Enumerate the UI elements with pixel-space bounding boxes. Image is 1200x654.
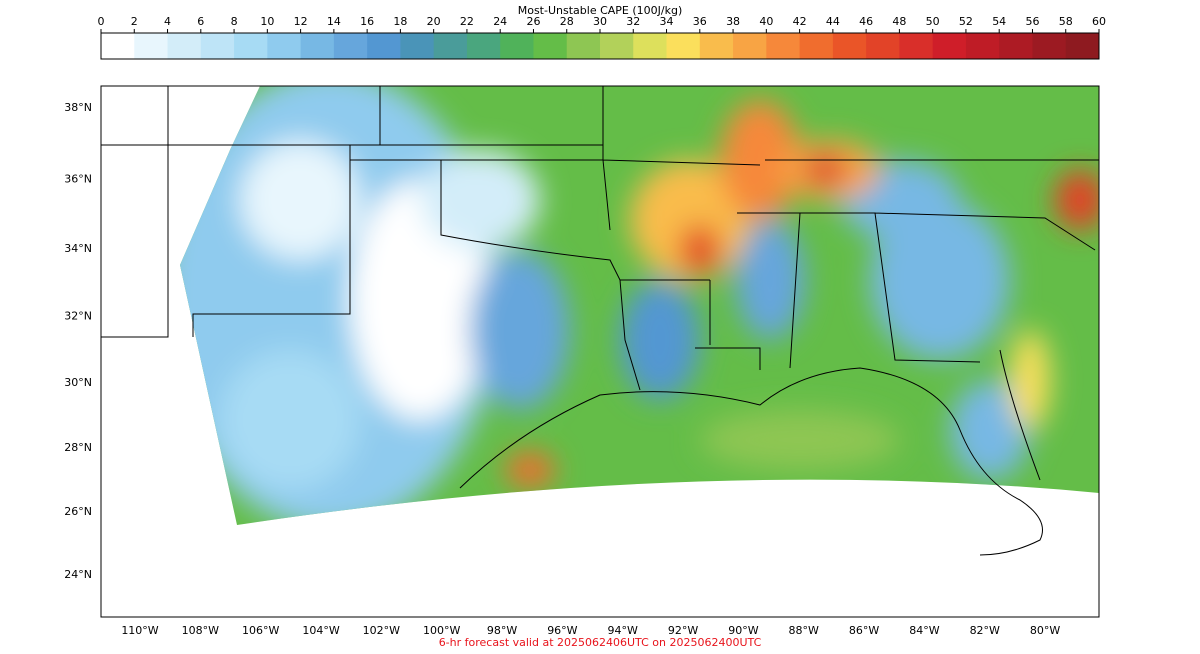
- colorbar-tick-label: 36: [693, 15, 707, 28]
- colorbar-bin: [367, 33, 401, 59]
- colorbar-bin: [101, 33, 135, 59]
- lat-label: 24°N: [64, 568, 92, 581]
- lon-label: 84°W: [909, 624, 939, 637]
- lon-label: 102°W: [363, 624, 400, 637]
- colorbar-bin: [733, 33, 767, 59]
- colorbar-tick-label: 28: [560, 15, 574, 28]
- map-field: [180, 86, 1099, 525]
- colorbar-tick-label: 56: [1025, 15, 1039, 28]
- lon-label: 88°W: [789, 624, 819, 637]
- colorbar-tick-label: 22: [460, 15, 474, 28]
- colorbar-tick-label: 54: [992, 15, 1006, 28]
- colorbar-bin: [766, 33, 801, 59]
- colorbar-tick-label: 0: [98, 15, 105, 28]
- lat-label: 32°N: [64, 310, 92, 323]
- colorbar-bin: [1032, 33, 1067, 59]
- colorbar-bin: [234, 33, 268, 59]
- colorbar-tick-label: 42: [793, 15, 807, 28]
- colorbar-bin: [134, 33, 169, 59]
- colorbar-bin: [466, 33, 501, 59]
- colorbar-bin: [965, 33, 1000, 59]
- colorbar-tick-label: 58: [1059, 15, 1073, 28]
- colorbar-bin: [500, 33, 534, 59]
- lon-label: 108°W: [182, 624, 219, 637]
- colorbar-tick-label: 18: [393, 15, 407, 28]
- state-lines: [101, 86, 1099, 391]
- colorbar-tick-label: 14: [327, 15, 341, 28]
- colorbar-tick-label: 52: [959, 15, 973, 28]
- borders: [101, 86, 1099, 556]
- colorbar-tick-label: 32: [626, 15, 640, 28]
- caption: 6-hr forecast valid at 2025062406UTC on …: [439, 636, 762, 649]
- lon-label: 106°W: [242, 624, 279, 637]
- colorbar-bin: [200, 33, 235, 59]
- colorbar-bin: [167, 33, 202, 59]
- lon-label: 100°W: [423, 624, 460, 637]
- colorbar-bin: [333, 33, 368, 59]
- colorbar-title: Most-Unstable CAPE (100J/kg): [518, 4, 683, 17]
- colorbar-bin: [832, 33, 867, 59]
- colorbar-bin: [799, 33, 834, 59]
- lon-label: 86°W: [849, 624, 879, 637]
- colorbar: 0 2 4 6 8 10 12 14 16 18 20 22 24 26 28 30 32 34 36 38 40 42 4…: [98, 15, 1106, 60]
- colorbar-bin: [633, 33, 668, 59]
- lat-label: 26°N: [64, 505, 92, 518]
- colorbar-tick-label: 34: [660, 15, 674, 28]
- lon-label: 110°W: [121, 624, 158, 637]
- colorbar-tick-label: 8: [231, 15, 238, 28]
- lon-label: 80°W: [1030, 624, 1060, 637]
- field-blobs: [180, 86, 1099, 525]
- lon-label: 96°W: [547, 624, 577, 637]
- colorbar-bin: [1065, 33, 1100, 59]
- axis-labels: 38°N 36°N 34°N 32°N 30°N 28°N 26°N 24°N 110°W 108…: [64, 101, 1060, 637]
- lon-label: 104°W: [302, 624, 339, 637]
- colorbar-bin: [699, 33, 734, 59]
- colorbar-tick-label: 20: [427, 15, 441, 28]
- colorbar-tick-label: 38: [726, 15, 740, 28]
- lon-label: 90°W: [728, 624, 758, 637]
- colorbar-bin: [999, 33, 1033, 59]
- lon-label: 98°W: [487, 624, 517, 637]
- colorbar-tick-label: 12: [294, 15, 308, 28]
- colorbar-bin: [267, 33, 302, 59]
- coastline: [459, 349, 1043, 556]
- colorbar-tick-label: 46: [859, 15, 873, 28]
- lat-label: 34°N: [64, 242, 92, 255]
- colorbar-tick-label: 10: [260, 15, 274, 28]
- lat-label: 30°N: [64, 376, 92, 389]
- lon-label: 92°W: [668, 624, 698, 637]
- colorbar-bin: [566, 33, 601, 59]
- colorbar-tick-label: 26: [526, 15, 540, 28]
- colorbar-tick-label: 40: [759, 15, 773, 28]
- colorbar-bin: [600, 33, 634, 59]
- colorbar-bin: [866, 33, 900, 59]
- lat-label: 38°N: [64, 101, 92, 114]
- colorbar-bin: [433, 33, 468, 59]
- map-frame: [100, 85, 1100, 618]
- colorbar-tick-label: 48: [892, 15, 906, 28]
- colorbar-tick-label: 6: [197, 15, 204, 28]
- lat-label: 36°N: [64, 172, 92, 185]
- colorbar-tick-label: 44: [826, 15, 840, 28]
- colorbar-tick-label: 60: [1092, 15, 1106, 28]
- colorbar-bin: [899, 33, 934, 59]
- colorbar-bin: [400, 33, 435, 59]
- lat-label: 28°N: [64, 441, 92, 454]
- colorbar-bin: [932, 33, 967, 59]
- colorbar-tick-label: 30: [593, 15, 607, 28]
- colorbar-bin: [300, 33, 335, 59]
- colorbar-tick-label: 4: [164, 15, 171, 28]
- colorbar-bin: [533, 33, 568, 59]
- lon-label: 94°W: [608, 624, 638, 637]
- colorbar-tick-label: 16: [360, 15, 374, 28]
- lon-label: 82°W: [970, 624, 1000, 637]
- colorbar-bin: [666, 33, 701, 59]
- colorbar-tick-label: 24: [493, 15, 507, 28]
- colorbar-tick-label: 2: [131, 15, 138, 28]
- colorbar-tick-label: 50: [926, 15, 940, 28]
